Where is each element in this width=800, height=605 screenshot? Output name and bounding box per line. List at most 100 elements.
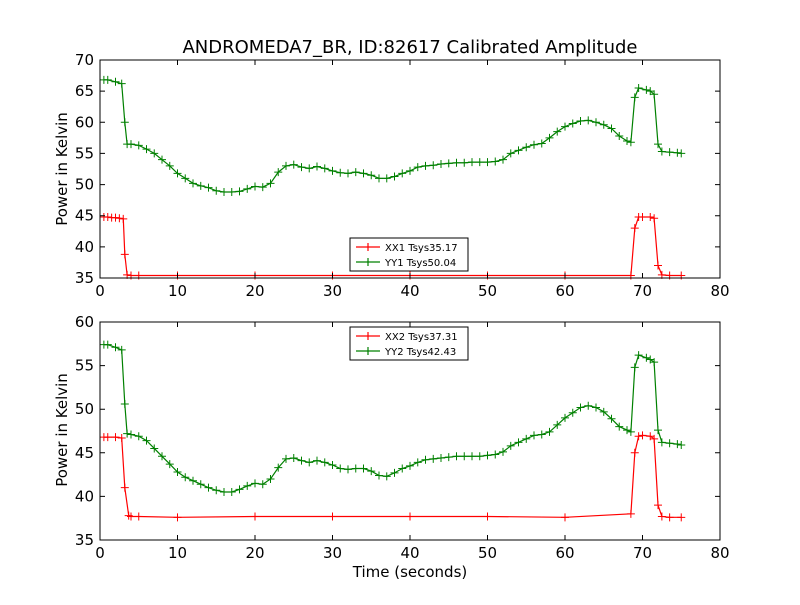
data-point	[328, 461, 337, 470]
data-point	[398, 464, 407, 473]
data-point	[359, 169, 368, 178]
data-point	[212, 486, 221, 495]
data-point	[367, 171, 376, 180]
x-tick-label: 50	[478, 544, 497, 562]
data-point	[289, 454, 298, 463]
data-point	[220, 188, 228, 197]
data-point	[665, 439, 674, 448]
data-point	[134, 432, 143, 441]
data-point	[382, 472, 391, 481]
data-point	[499, 447, 507, 456]
data-point	[344, 169, 352, 178]
data-point	[677, 513, 686, 522]
data-point	[650, 358, 659, 367]
data-point	[475, 452, 484, 461]
series-line	[103, 434, 682, 518]
data-point	[367, 467, 376, 476]
data-point	[665, 513, 674, 522]
data-point	[599, 120, 608, 129]
data-point	[630, 224, 639, 233]
data-point	[623, 426, 631, 435]
data-point	[243, 481, 252, 490]
x-tick-label: 40	[400, 544, 419, 562]
data-point	[165, 161, 174, 170]
data-point	[530, 431, 538, 440]
data-point	[630, 448, 639, 457]
data-point	[103, 433, 112, 442]
data-point	[650, 214, 659, 223]
y-tick-label: 50	[75, 400, 94, 418]
data-point	[351, 464, 360, 473]
data-point	[468, 452, 476, 461]
data-point	[634, 432, 643, 441]
legend-label: XX2 Tsys37.31	[385, 332, 458, 343]
data-point	[204, 483, 213, 492]
data-point	[173, 169, 182, 178]
data-point	[117, 433, 126, 442]
data-point	[111, 343, 120, 352]
data-point	[607, 124, 616, 133]
data-point	[650, 90, 659, 99]
data-point	[673, 148, 682, 157]
data-point	[375, 471, 383, 480]
data-point	[274, 168, 283, 177]
data-point	[584, 401, 593, 410]
y-tick-label: 55	[75, 357, 94, 375]
data-point	[328, 166, 337, 175]
data-point	[120, 483, 129, 492]
data-point	[305, 458, 314, 467]
data-point	[657, 512, 666, 521]
chart-title: ANDROMEDA7_BR, ID:82617 Calibrated Ampli…	[182, 37, 637, 58]
data-point	[220, 488, 228, 497]
data-point	[117, 345, 126, 354]
data-point	[344, 465, 352, 474]
data-point	[638, 431, 647, 440]
legend-swatch	[356, 243, 380, 251]
data-point	[665, 148, 674, 157]
data-point	[657, 438, 666, 447]
data-point	[506, 149, 515, 158]
data-point	[460, 158, 469, 167]
data-point	[657, 147, 666, 156]
data-point	[120, 399, 129, 408]
data-point	[530, 140, 538, 149]
data-point	[297, 456, 306, 465]
data-point	[266, 179, 275, 188]
data-point	[320, 164, 329, 173]
data-point	[499, 155, 507, 164]
y-tick-label: 70	[75, 51, 94, 69]
data-point	[142, 436, 151, 445]
data-point	[626, 138, 635, 147]
y-tick-label: 45	[75, 207, 94, 225]
x-tick-label: 30	[323, 282, 342, 300]
data-point	[313, 456, 321, 465]
data-point	[626, 509, 635, 518]
y-tick-label: 40	[75, 238, 94, 256]
legend-swatch	[356, 258, 380, 266]
x-tick-label: 0	[95, 544, 105, 562]
data-point	[537, 139, 546, 148]
data-point	[475, 158, 484, 167]
data-point	[421, 455, 430, 464]
data-point	[127, 512, 135, 521]
data-point	[584, 116, 593, 125]
bottom-xlabel: Time (seconds)	[352, 563, 468, 581]
data-point	[103, 75, 112, 84]
data-point	[483, 512, 492, 521]
data-point	[103, 212, 112, 221]
data-point	[576, 117, 585, 126]
data-point	[282, 454, 290, 463]
data-point	[158, 155, 166, 164]
data-point	[390, 468, 399, 477]
data-point	[150, 444, 159, 453]
data-point	[483, 158, 492, 167]
data-point	[630, 363, 639, 372]
data-point	[437, 160, 445, 169]
legend: XX1 Tsys35.17 YY1 Tsys50.04	[349, 237, 469, 272]
y-tick-label: 60	[75, 313, 94, 331]
data-point	[336, 168, 345, 177]
x-tick-label: 60	[555, 282, 574, 300]
data-point	[561, 122, 569, 131]
data-point	[398, 169, 407, 178]
data-point	[251, 512, 259, 521]
